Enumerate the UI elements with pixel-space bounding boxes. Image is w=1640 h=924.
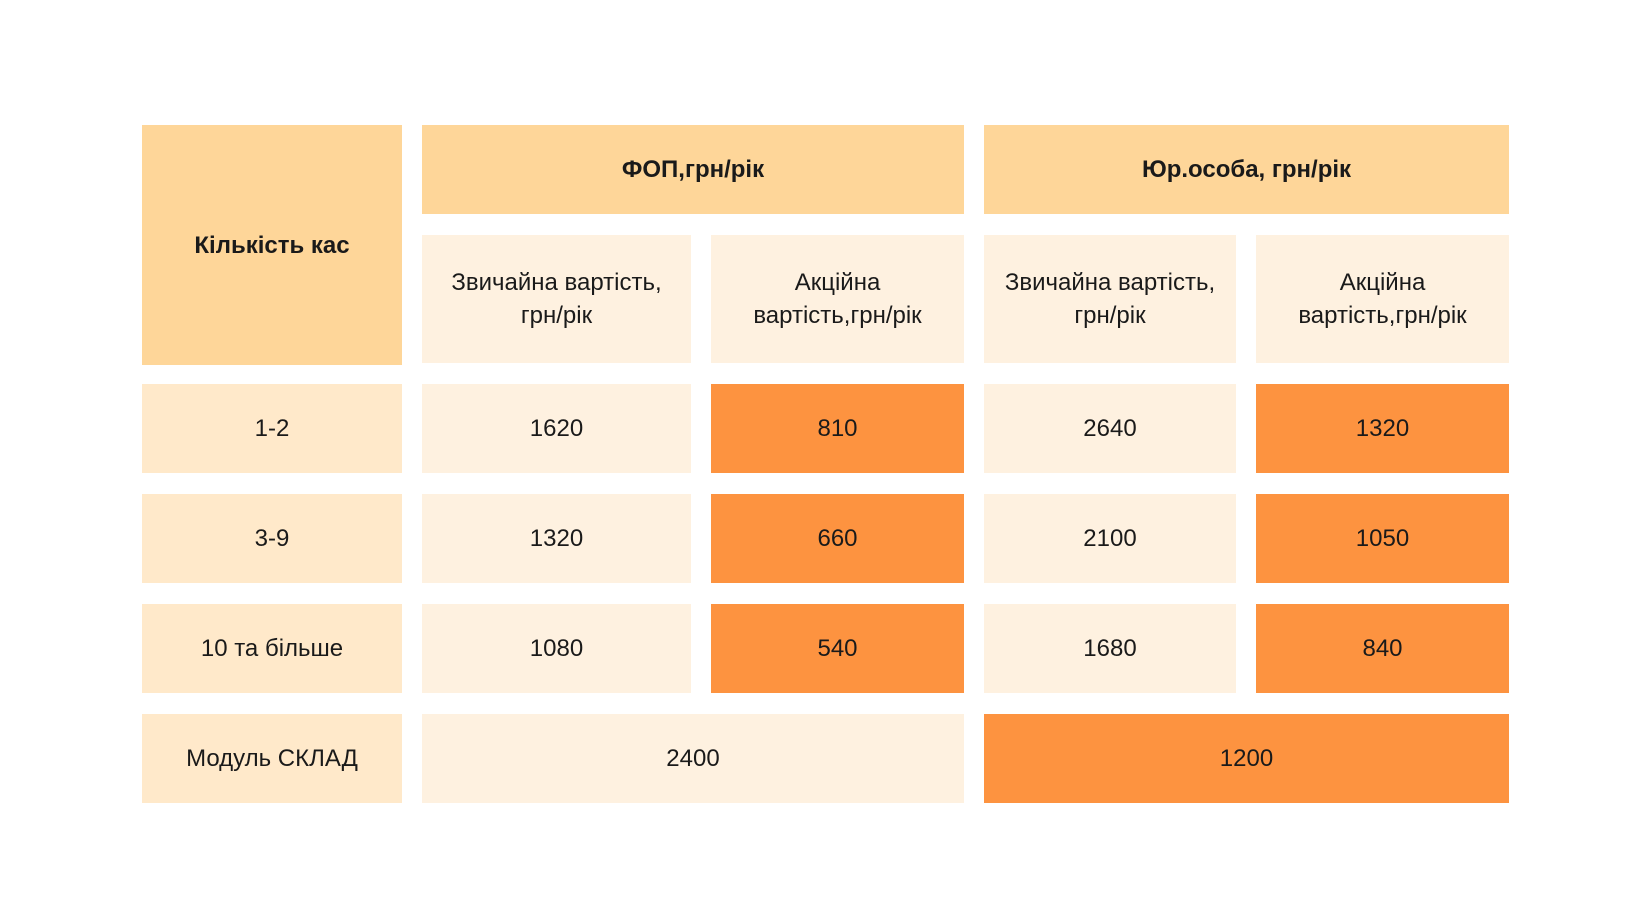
legal-promo-price: 1050 — [1256, 494, 1509, 583]
module-promo-price: 1200 — [984, 714, 1509, 803]
legal-promo-price: 840 — [1256, 604, 1509, 693]
fop-regular-price: 1080 — [422, 604, 691, 693]
fop-regular-price: 1320 — [422, 494, 691, 583]
row-label: 3-9 — [142, 494, 402, 583]
fop-promo-price: 810 — [711, 384, 964, 473]
group-header-legal: Юр.особа, грн/рік — [984, 125, 1509, 214]
module-row-label: Модуль СКЛАД — [142, 714, 402, 803]
row-label: 1-2 — [142, 384, 402, 473]
legal-regular-price: 2100 — [984, 494, 1236, 583]
row-label: 10 та більше — [142, 604, 402, 693]
sub-header-fop-regular: Звичайна вартість, грн/рік — [422, 235, 691, 363]
module-regular-price: 2400 — [422, 714, 964, 803]
legal-regular-price: 1680 — [984, 604, 1236, 693]
corner-header-quantity: Кількість кас — [142, 125, 402, 365]
sub-header-legal-regular: Звичайна вартість, грн/рік — [984, 235, 1236, 363]
sub-header-legal-promo: Акційна вартість,грн/рік — [1256, 235, 1509, 363]
legal-regular-price: 2640 — [984, 384, 1236, 473]
group-header-fop: ФОП,грн/рік — [422, 125, 964, 214]
fop-regular-price: 1620 — [422, 384, 691, 473]
sub-header-fop-promo: Акційна вартість,грн/рік — [711, 235, 964, 363]
fop-promo-price: 660 — [711, 494, 964, 583]
fop-promo-price: 540 — [711, 604, 964, 693]
legal-promo-price: 1320 — [1256, 384, 1509, 473]
